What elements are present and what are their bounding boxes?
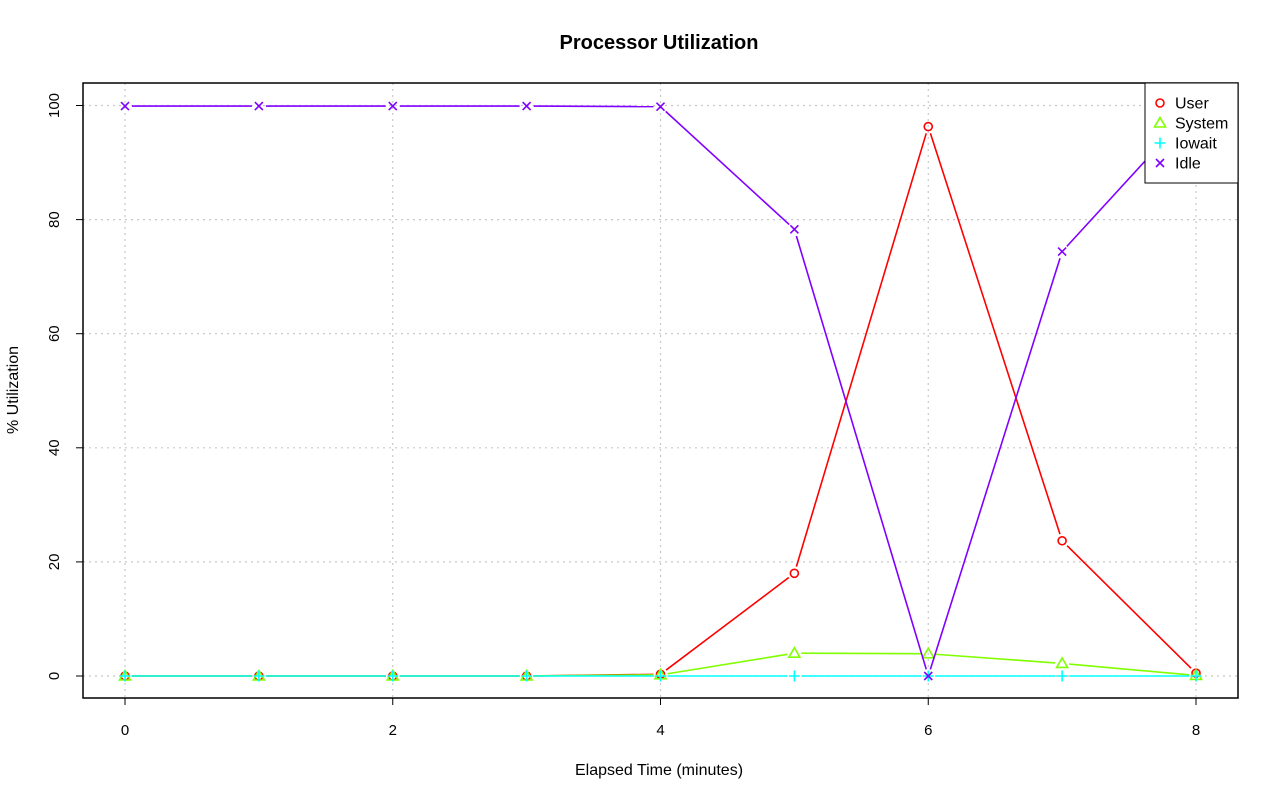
series-iowait [119,670,1202,682]
legend-label-user: User [1175,96,1209,113]
line-idle [929,257,1061,670]
legend: User System Iowait Idle [1144,82,1239,184]
point-iowait [253,670,265,682]
y-tick-label: 80 [46,211,63,228]
point-iowait [1190,670,1202,682]
point-iowait [119,670,131,682]
legend-marker-iowait [1154,137,1166,149]
line-system [935,653,1056,664]
point-iowait [655,670,666,682]
point-iowait [788,670,800,682]
y-tick-label: 20 [46,554,63,571]
y-axis-label: % Utilization [5,346,22,434]
y-axis: 0 20 40 60 80 100 [46,93,84,680]
line-system [1069,663,1190,676]
legend-label-iowait: Iowait [1175,136,1217,153]
point-user [923,121,934,132]
point-iowait [387,670,399,682]
x-axis-label: Elapsed Time (minutes) [575,762,743,779]
point-idle [1057,246,1067,257]
x-tick-label: 0 [121,722,129,739]
point-idle [655,102,666,112]
line-system [801,652,922,655]
point-idle [789,224,799,234]
point-user [1057,535,1067,546]
x-tick-label: 4 [656,722,664,739]
legend-marker-idle [1155,158,1165,168]
x-tick-label: 6 [924,722,932,739]
point-iowait [521,670,533,682]
grid [83,83,1238,698]
legend-marker-system [1153,115,1167,128]
y-tick-label: 60 [46,325,63,342]
legend-label-system: System [1175,116,1228,133]
line-idle [533,105,654,108]
x-tick-label: 8 [1192,722,1200,739]
y-tick-label: 40 [46,439,63,456]
point-idle [923,671,933,681]
point-system [1055,656,1070,669]
line-idle [665,110,790,226]
line-system [667,653,788,675]
line-user [1066,545,1192,669]
point-system [787,646,802,658]
x-axis: 0 2 4 6 8 [121,697,1200,739]
chart-title: Processor Utilization [560,32,759,54]
point-idle [120,101,130,111]
series-layer [118,100,1203,682]
point-idle [254,101,264,111]
point-user [789,568,800,579]
point-iowait [1056,670,1068,682]
x-tick-label: 2 [389,722,397,739]
line-user [795,133,928,567]
point-idle [522,101,532,111]
y-tick-label: 100 [46,93,63,118]
line-idle [795,235,928,670]
y-tick-label: 0 [46,672,63,680]
point-system [921,646,936,659]
point-idle [388,101,398,111]
line-user [929,133,1061,535]
legend-label-idle: Idle [1175,156,1201,173]
line-user [665,576,790,671]
legend-marker-user [1155,98,1165,108]
